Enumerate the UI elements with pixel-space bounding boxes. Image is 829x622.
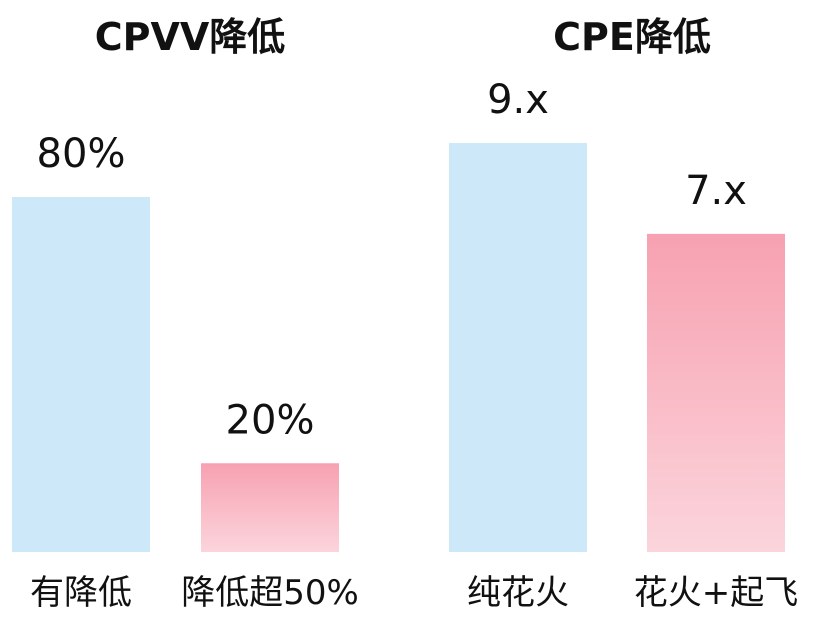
value-label: 7.x — [685, 168, 747, 214]
category-label: 花火+起飞 — [634, 573, 799, 613]
value-label: 9.x — [487, 77, 549, 123]
category-label: 纯花火 — [467, 573, 569, 613]
category-label: 有降低 — [30, 573, 132, 613]
bar — [647, 233, 785, 552]
value-label: 20% — [226, 397, 315, 443]
bar — [449, 143, 587, 552]
value-label: 80% — [37, 131, 126, 177]
chart-title: CPVV降低 — [95, 15, 286, 59]
category-label: 降低超50% — [181, 573, 359, 613]
bar — [12, 197, 150, 552]
bar — [201, 463, 339, 552]
chart-title: CPE降低 — [553, 15, 711, 59]
